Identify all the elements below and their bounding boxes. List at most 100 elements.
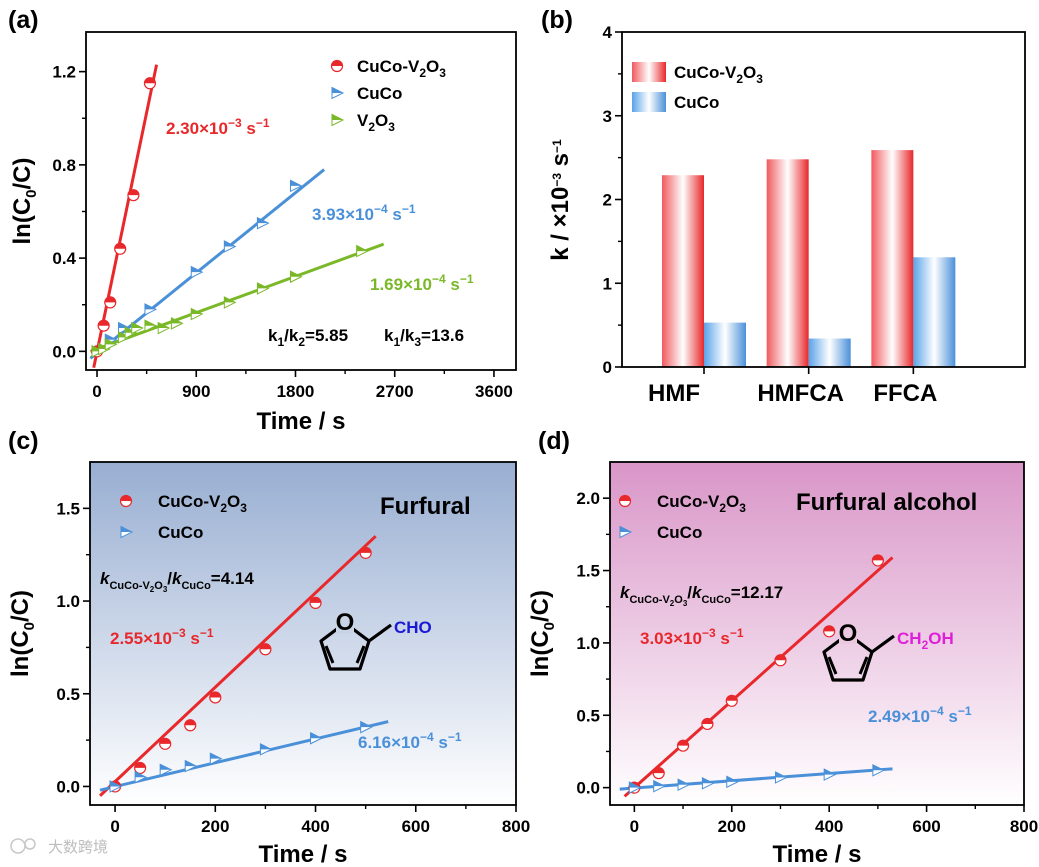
legend-marker-blue-fill (620, 526, 631, 532)
superscript: −1 (402, 202, 416, 216)
watermark-text: 大数跨境 (48, 838, 108, 856)
text-run: CuCo-V (158, 492, 221, 511)
superscript: −4 (420, 730, 434, 744)
text-run: 2.55×10 (110, 629, 172, 648)
legend-label: CuCo (158, 523, 203, 542)
fit-line-red (98, 535, 377, 797)
x-tick-label: 0 (92, 382, 101, 401)
panel-title: Furfural (380, 493, 471, 520)
legend-marker-red-fill (331, 60, 343, 66)
text-run: CuCo-V (357, 57, 420, 76)
subscript: 0 (23, 190, 40, 198)
data-point-red-fill (360, 547, 372, 553)
superscript: −1 (730, 626, 744, 640)
y-tick-label: 2 (603, 191, 612, 210)
y-tick-label: 0.0 (56, 777, 80, 796)
data-point-red-fill (310, 597, 322, 603)
x-tick-label: 600 (402, 817, 430, 836)
text-run: /C) (9, 158, 36, 190)
superscript: −4 (432, 272, 446, 286)
text-run: s (434, 733, 448, 752)
y-axis-label: k / ×10−3 s−1 (547, 139, 574, 261)
superscript: −3 (172, 626, 186, 640)
y-tick-label: 0.5 (56, 685, 80, 704)
subscript: O (154, 580, 163, 592)
plot-frame (621, 31, 1026, 368)
subscript: 2 (922, 638, 929, 652)
y-axis-label: ln(C0/C) (527, 590, 558, 677)
data-point-red-fill (134, 762, 146, 768)
y-tick-label: 2.0 (576, 489, 600, 508)
data-point-red-fill (98, 320, 110, 326)
data-point-blue-fill (110, 780, 122, 787)
data-point-red-fill (127, 189, 139, 196)
text-run: =5.85 (305, 326, 348, 345)
text-run: O (743, 63, 756, 82)
subscript: 3 (683, 599, 688, 608)
furan-molecule: O CHO (319, 609, 432, 671)
data-point-blue-fill (257, 217, 269, 224)
text-run: 2.49×10 (868, 707, 930, 726)
x-tick-label: 600 (912, 817, 940, 836)
superscript: −3 (550, 173, 564, 187)
ratio-annotation: kCuCo-V2O3/kCuCo=4.14 (100, 569, 254, 594)
text-run: =4.14 (211, 569, 255, 588)
text-run: s (716, 629, 730, 648)
x-tick-label: 400 (301, 817, 329, 836)
y-tick-label: 1.5 (56, 499, 80, 518)
plot-frame (89, 461, 517, 806)
furan-oxygen-mask (839, 624, 857, 644)
data-point-red-fill (774, 654, 786, 661)
data-point-green-fill (131, 322, 143, 329)
x-axis-label: Time / s (257, 408, 346, 435)
text-run: s (547, 153, 574, 173)
data-point-red-fill (104, 296, 116, 303)
bar-red (766, 159, 809, 367)
legend-label: CuCo-V2O3 (674, 63, 763, 86)
superscript: −3 (228, 116, 242, 130)
subscript: O (674, 594, 683, 606)
data-point-red-fill (653, 767, 665, 774)
data-point-green-fill (171, 317, 183, 324)
x-tick-label: 400 (815, 817, 843, 836)
text-run: ln(C (7, 630, 34, 677)
data-point-green-fill (191, 308, 203, 315)
furan-oxygen-label: O (839, 620, 858, 647)
fit-line-blue (99, 720, 389, 792)
legend-marker-blue-fill (121, 526, 132, 532)
y-tick-label: 1.0 (576, 634, 600, 653)
substituent-bond (871, 634, 895, 654)
subscript: 2 (220, 501, 227, 515)
furan-double-bond (827, 656, 838, 675)
data-point-blue-fill (360, 721, 372, 728)
subscript: 3 (439, 66, 446, 80)
fit-line-blue (89, 168, 326, 360)
data-point-green-fill (356, 245, 368, 252)
data-point-blue-fill (210, 753, 222, 759)
legend-label: CuCo-V2O3 (657, 492, 746, 515)
data-point-green-fill (224, 296, 236, 303)
superscript: −1 (448, 730, 462, 744)
y-tick-label: 0.4 (52, 249, 76, 268)
watermark-logo-icon-2 (24, 838, 36, 850)
x-tick-label: 200 (201, 817, 229, 836)
data-point-blue-fill (135, 771, 147, 778)
text-run: s (446, 275, 460, 294)
subscript: 0 (541, 622, 558, 630)
text-run: O (227, 492, 240, 511)
y-tick-label: 1.5 (576, 562, 600, 581)
text-run: OH (928, 629, 954, 648)
text-run: s (242, 119, 256, 138)
fit-line-red (92, 64, 159, 368)
y-tick-label: 0 (603, 358, 612, 377)
rate-label: 3.93×10−4 s−1 (312, 202, 416, 224)
text-run: CuCo-V (674, 63, 737, 82)
subscript: 2 (419, 66, 426, 80)
text-run: CuCo (357, 84, 402, 103)
text-run: 3.03×10 (640, 629, 702, 648)
x-tick-label: 1800 (277, 382, 315, 401)
y-tick-label: 1 (603, 274, 612, 293)
panel-label: (d) (538, 427, 570, 455)
